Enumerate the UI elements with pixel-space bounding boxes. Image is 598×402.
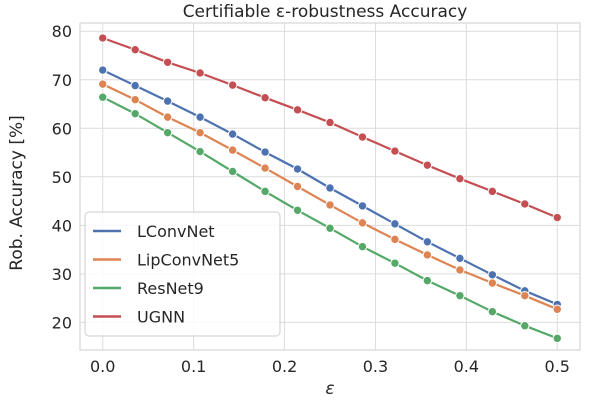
data-point-lconvnet <box>195 112 205 122</box>
data-point-lconvnet <box>98 65 108 75</box>
legend-label-ugnn: UGNN <box>137 308 185 327</box>
data-point-lipconvnet5 <box>325 200 335 210</box>
data-point-ugnn <box>162 57 173 67</box>
data-point-resnet9 <box>98 92 108 102</box>
data-point-lipconvnet5 <box>455 265 465 275</box>
data-point-lipconvnet5 <box>552 304 562 314</box>
data-point-lconvnet <box>130 80 140 91</box>
data-point-lconvnet <box>422 237 433 247</box>
data-point-resnet9 <box>130 109 140 119</box>
data-point-lconvnet <box>455 253 465 264</box>
data-point-resnet9 <box>357 241 368 252</box>
y-tick-label: 40 <box>52 216 72 235</box>
data-point-ugnn <box>422 160 433 170</box>
data-point-ugnn <box>292 105 303 115</box>
data-point-lipconvnet5 <box>487 278 498 288</box>
data-point-lipconvnet5 <box>390 234 400 245</box>
data-point-lconvnet <box>390 219 400 229</box>
y-axis-label: Rob. Accuracy [%] <box>7 115 27 270</box>
data-point-lipconvnet5 <box>195 127 205 138</box>
data-point-lipconvnet5 <box>227 145 238 155</box>
data-point-lconvnet <box>487 270 498 280</box>
data-point-lconvnet <box>325 183 335 193</box>
y-tick-label: 80 <box>52 22 72 41</box>
data-point-lconvnet <box>260 147 270 157</box>
data-point-lconvnet <box>292 164 303 174</box>
data-point-lipconvnet5 <box>260 163 270 173</box>
data-point-resnet9 <box>390 258 400 268</box>
data-point-resnet9 <box>520 321 530 331</box>
data-point-lipconvnet5 <box>162 112 173 122</box>
data-point-lipconvnet5 <box>292 181 303 192</box>
y-tick-label: 60 <box>52 119 72 138</box>
x-tick-label: 0.5 <box>545 357 570 376</box>
data-point-ugnn <box>357 132 368 142</box>
data-point-resnet9 <box>292 205 303 215</box>
x-tick-label: 0.0 <box>90 357 115 376</box>
data-point-ugnn <box>325 117 335 128</box>
data-point-lipconvnet5 <box>520 290 530 301</box>
x-axis-label: ε <box>325 379 334 399</box>
y-tick-label: 70 <box>52 71 72 90</box>
data-point-ugnn <box>552 212 562 223</box>
data-point-ugnn <box>227 80 238 90</box>
data-point-resnet9 <box>195 146 205 157</box>
data-point-ugnn <box>455 174 465 184</box>
data-point-lipconvnet5 <box>130 94 140 105</box>
data-point-resnet9 <box>422 275 433 286</box>
x-tick-label: 0.2 <box>272 357 297 376</box>
legend-label-resnet9: ResNet9 <box>137 279 204 298</box>
data-point-ugnn <box>390 146 400 156</box>
data-point-resnet9 <box>552 333 562 344</box>
data-point-resnet9 <box>455 290 465 301</box>
y-tick-label: 20 <box>52 313 72 332</box>
data-point-lipconvnet5 <box>422 250 433 260</box>
legend-label-lconvnet: LConvNet <box>137 222 215 241</box>
x-tick-label: 0.4 <box>454 357 479 376</box>
data-point-resnet9 <box>260 186 270 197</box>
data-point-ugnn <box>98 33 108 43</box>
y-tick-label: 50 <box>52 168 72 187</box>
data-point-ugnn <box>487 186 498 197</box>
legend: LConvNet LipConvNet5 ResNet9 UGNN <box>84 211 281 337</box>
x-tick-label: 0.1 <box>181 357 206 376</box>
data-point-resnet9 <box>325 223 335 233</box>
data-point-ugnn <box>520 199 530 209</box>
data-point-ugnn <box>195 68 205 78</box>
legend-box <box>84 211 281 337</box>
y-tick-label: 30 <box>52 265 72 284</box>
data-point-lipconvnet5 <box>98 79 108 89</box>
data-point-resnet9 <box>487 306 498 317</box>
data-point-ugnn <box>130 44 140 55</box>
x-tick-label: 0.3 <box>363 357 388 376</box>
data-point-ugnn <box>260 93 270 103</box>
data-point-lconvnet <box>357 201 368 211</box>
data-point-lconvnet <box>227 129 238 139</box>
data-point-resnet9 <box>227 166 238 177</box>
data-point-lipconvnet5 <box>357 218 368 228</box>
data-point-resnet9 <box>162 127 173 138</box>
legend-label-lipconvnet5: LipConvNet5 <box>137 251 239 270</box>
data-point-lconvnet <box>162 96 173 106</box>
chart-title: Certifiable ε-robustness Accuracy <box>183 2 468 22</box>
